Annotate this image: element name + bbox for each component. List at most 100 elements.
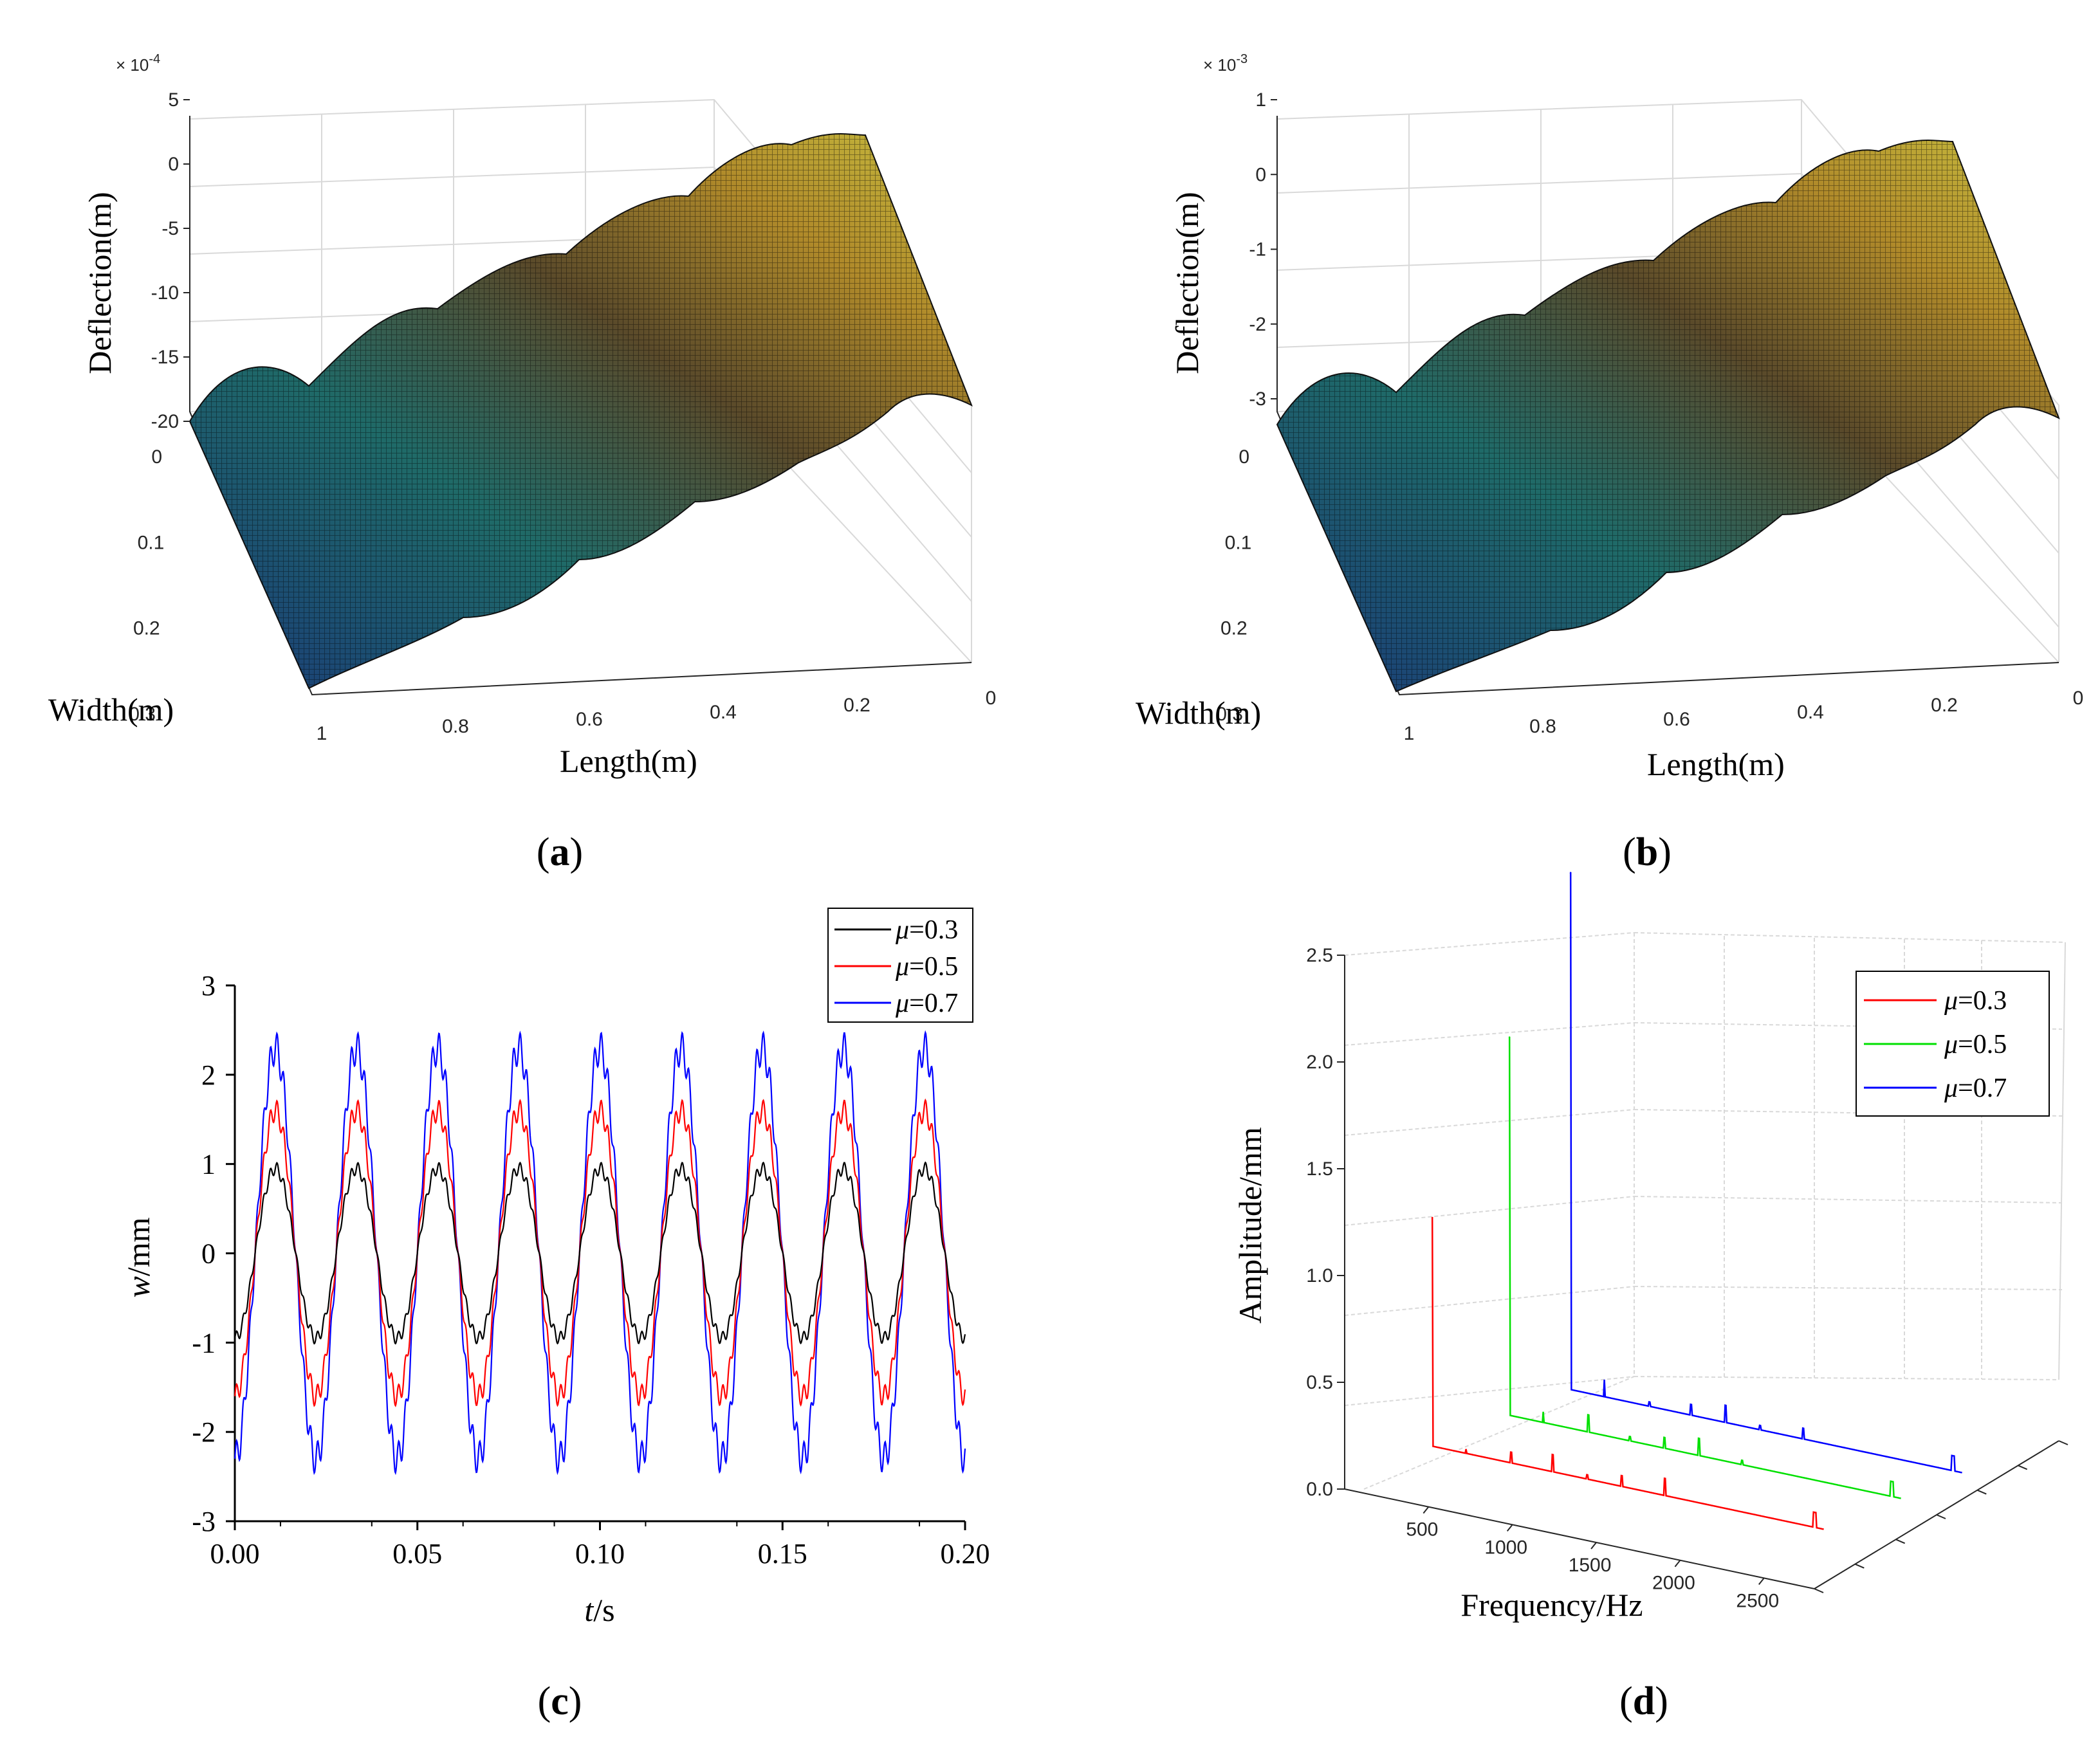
panel-b-y-ticks: 0 0.1 0.2 0.3	[1216, 446, 1251, 725]
y-tick-label: -1	[192, 1327, 216, 1358]
legend-label: μ=0.7	[895, 989, 958, 1018]
legend-label: μ=0.3	[1944, 986, 2007, 1016]
legend-label: μ=0.5	[895, 952, 958, 982]
x-tick-label: 0.4	[710, 702, 737, 723]
y-tick-label: 0.3	[1216, 704, 1243, 725]
panel-b-exponent: × 10-3	[1203, 52, 1248, 75]
series-line-0.3	[234, 1161, 966, 1345]
z-tick-label: -5	[161, 218, 179, 239]
z-tick-label: 0	[1255, 164, 1266, 185]
x-tick	[1423, 1506, 1430, 1514]
z-tick-label: -20	[151, 411, 179, 432]
y-tick-label: -3	[192, 1506, 216, 1537]
depth-tick	[1854, 1563, 1865, 1569]
x-tick-label: 2000	[1652, 1573, 1695, 1594]
spectrum-line-0.3	[1431, 1216, 1824, 1530]
panel-d-legend: μ=0.3 μ=0.5 μ=0.7	[1856, 971, 2050, 1117]
panel-d-x-label: Frequency/Hz	[1460, 1587, 1643, 1623]
x-tick	[1590, 1542, 1597, 1550]
panel-b-z-label: Deflection(m)	[1169, 192, 1205, 374]
z-tick-label: 1.0	[1306, 1265, 1333, 1286]
x-tick	[1506, 1524, 1513, 1532]
x-tick-label: 0.4	[1797, 702, 1824, 723]
x-tick-label: 0.15	[758, 1538, 807, 1569]
panel-d-ticks: 2.5 2.0 1.5 1.0 0.5 0.0 500 1000 1500 2000 2500	[1306, 945, 2068, 1611]
y-tick-label: 0.1	[1225, 532, 1252, 553]
z-tick-label: 2.5	[1306, 945, 1333, 966]
panel-d-caption: (d)	[1619, 1679, 1668, 1723]
panel-d: 2.5 2.0 1.5 1.0 0.5 0.0 500 1000 1500 2000 2500 μ=…	[1232, 872, 2068, 1723]
z-tick-label: 0	[168, 154, 179, 175]
z-tick-label: -10	[151, 282, 179, 304]
spectrum-line-0.5	[1508, 1036, 1901, 1499]
z-tick-label: 2.0	[1306, 1052, 1333, 1073]
x-tick-label: 500	[1406, 1519, 1438, 1541]
depth-tick	[2058, 1440, 2068, 1445]
z-tick-label: 0.5	[1306, 1372, 1333, 1393]
y-tick-label: 0	[151, 446, 162, 468]
x-tick-label: 0.6	[1663, 709, 1690, 730]
panel-d-z-label: Amplitude/mm	[1232, 1127, 1268, 1324]
x-tick-label: 0.8	[1529, 716, 1556, 737]
z-tick-label: 5	[168, 89, 179, 111]
y-tick-label: 0	[1239, 446, 1249, 468]
series-line-0.7	[234, 1030, 966, 1476]
x-tick-label: 0.2	[843, 695, 870, 716]
y-tick-label: 3	[201, 970, 216, 1002]
depth-tick	[2018, 1465, 2028, 1470]
x-tick-label: 0.05	[392, 1538, 442, 1569]
z-tick-label: 0.0	[1306, 1479, 1333, 1500]
panel-a-y-label: Width(m)	[48, 691, 174, 727]
y-tick-label: 0.3	[129, 704, 156, 725]
panel-c-ticks: 0.00 0.05 0.10 0.15 0.20 3 2 1 0 -1 -2 -3	[192, 970, 990, 1569]
x-tick-label: 0.8	[442, 716, 469, 737]
panel-b-x-label: Length(m)	[1647, 746, 1785, 782]
z-tick-label: -2	[1249, 314, 1266, 335]
y-tick-label: 2	[201, 1059, 216, 1091]
panel-b-mesh	[1277, 140, 2059, 692]
panel-c-y-label: w/mm	[120, 1217, 156, 1297]
x-tick-label: 0.10	[575, 1538, 625, 1569]
panel-a-x-ticks: 1 0.8 0.6 0.4 0.2 0	[317, 688, 997, 744]
panel-d-series	[1431, 872, 1962, 1530]
panel-a-z-ticks: 5 0 -5 -10 -15 -20	[151, 89, 190, 432]
x-tick-label: 0.6	[576, 709, 603, 730]
y-tick-label: 0.1	[138, 532, 165, 553]
x-tick-label: 0.00	[210, 1538, 260, 1569]
depth-tick	[1895, 1539, 1906, 1544]
x-tick-label: 1000	[1484, 1537, 1527, 1558]
series-line-0.5	[234, 1098, 966, 1407]
z-tick-label: -15	[151, 347, 179, 368]
panel-b-z-ticks: 1 0 -1 -2 -3	[1249, 89, 1277, 410]
y-tick-label: 0.2	[133, 618, 160, 639]
y-tick-label: 1	[201, 1149, 216, 1180]
panel-b-y-label: Width(m)	[1136, 695, 1261, 731]
panel-a-x-label: Length(m)	[560, 743, 697, 779]
panel-a: 50-5-10-15-20 1 0.8 0.6 0.4 0.2 0 00.10.20.3 …	[48, 52, 996, 874]
x-tick-label: 0	[2073, 688, 2084, 709]
x-tick-label: 1	[317, 723, 327, 744]
spectrum-line-0.7	[1569, 872, 1962, 1474]
panel-a-mesh	[190, 134, 972, 689]
panel-a-y-ticks: 0 0.1 0.2 0.3	[129, 446, 164, 725]
panel-b-caption: (b)	[1623, 830, 1672, 874]
panel-a-caption: (a)	[537, 830, 583, 874]
x-tick	[1758, 1577, 1765, 1586]
y-tick-label: 0.2	[1220, 618, 1248, 639]
panel-b: 1 0 -1 -2 -3 1 0.8 0.6 0.4 0.2 0 0 0.1 0.2 0.3 × 10-…	[1136, 52, 2083, 874]
legend-label: μ=0.7	[1944, 1074, 2007, 1103]
panel-c-legend: μ=0.3 μ=0.5 μ=0.7	[827, 908, 973, 1023]
x-tick-label: 2500	[1736, 1590, 1779, 1611]
x-tick-label: 1500	[1569, 1555, 1612, 1576]
panel-c-x-label: t/s	[584, 1592, 614, 1628]
x-tick-label: 1	[1404, 723, 1415, 744]
panel-a-exponent: × 10-4	[116, 52, 160, 75]
x-tick-label: 0.20	[941, 1538, 990, 1569]
legend-label: μ=0.5	[1944, 1030, 2007, 1059]
panel-a-z-label: Deflection(m)	[82, 192, 118, 374]
y-tick-label: 0	[201, 1238, 216, 1270]
panel-b-x-ticks: 1 0.8 0.6 0.4 0.2 0	[1404, 688, 2084, 744]
z-tick-label: 1.5	[1306, 1158, 1333, 1180]
